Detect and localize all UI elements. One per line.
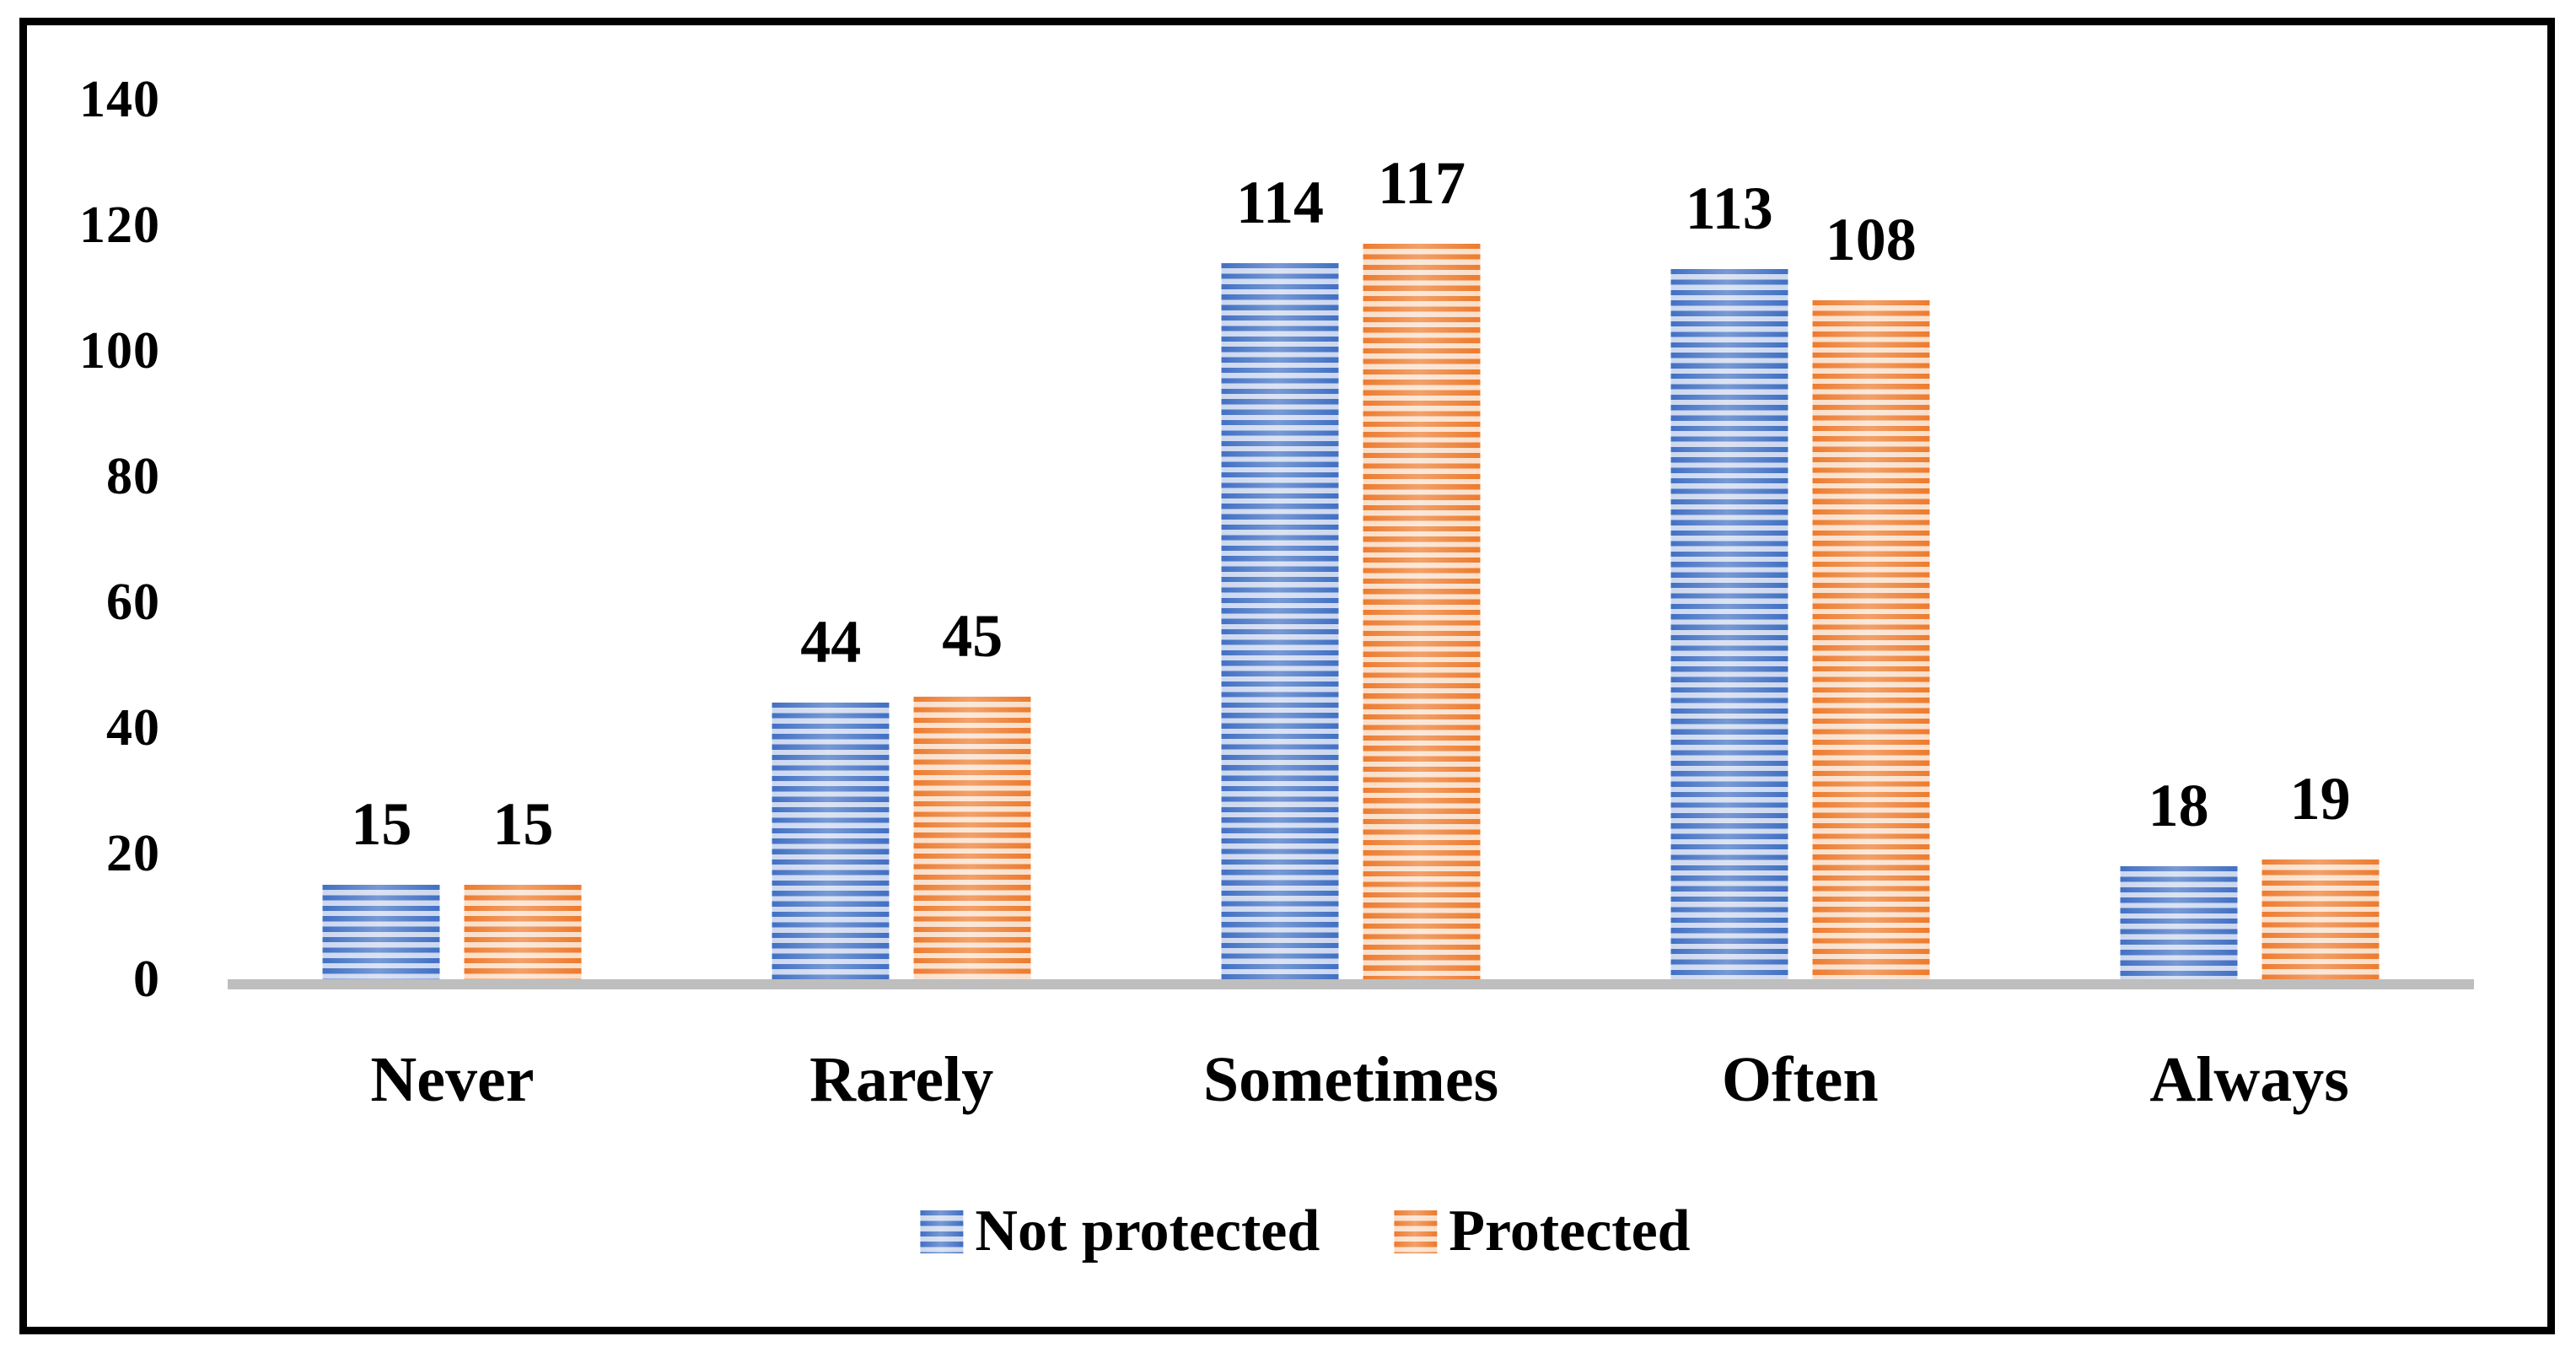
data-label: 114 — [1235, 169, 1324, 236]
category-label: Often — [1721, 1044, 1879, 1115]
category-band: 44 45 — [677, 0, 1127, 979]
legend-item: Protected — [1394, 1199, 1691, 1263]
data-label: 19 — [2289, 765, 2351, 832]
category-band: 18 19 — [2025, 0, 2474, 979]
legend: Not protected Protected — [920, 1199, 1691, 1263]
y-tick-label: 120 — [79, 197, 160, 254]
x-axis-line — [228, 979, 2474, 989]
bar-protected: 45 — [913, 604, 1031, 979]
category-band: 114 117 — [1127, 0, 1576, 979]
data-label: 117 — [1377, 149, 1465, 217]
data-label: 113 — [1685, 175, 1773, 242]
category-label: Sometimes — [1202, 1044, 1499, 1115]
y-tick-label: 140 — [79, 71, 160, 128]
legend-swatch-protected — [1394, 1210, 1438, 1253]
bar-not-protected: 18 — [2120, 773, 2238, 979]
category-band: 113 108 — [1575, 0, 2025, 979]
bar-not-protected: 114 — [1221, 170, 1339, 979]
bar-pair: 114 117 — [1221, 151, 1481, 979]
x-axis: Never Rarely Sometimes Often Always — [228, 1043, 2474, 1116]
bar-not-protected: 113 — [1670, 176, 1788, 979]
bar-pair: 15 15 — [322, 792, 582, 979]
y-tick-label: 40 — [106, 699, 160, 757]
y-axis: 140 120 100 80 60 40 20 0 — [0, 0, 160, 1347]
bar-not-protected: 15 — [322, 792, 440, 979]
bar-protected: 19 — [2261, 767, 2380, 979]
bar-protected: 15 — [464, 792, 582, 979]
bar-pair: 113 108 — [1670, 176, 1930, 979]
category-label: Never — [370, 1044, 535, 1115]
y-tick-label: 20 — [106, 825, 160, 882]
bar-protected: 108 — [1812, 207, 1930, 979]
y-tick-label: 80 — [106, 448, 160, 505]
category-label: Rarely — [809, 1044, 994, 1115]
bar-pair: 18 19 — [2120, 767, 2380, 979]
category-band: 15 15 — [228, 0, 677, 979]
data-label: 18 — [2148, 772, 2209, 839]
y-tick-label: 100 — [79, 322, 160, 380]
data-label: 44 — [800, 608, 862, 676]
data-label: 108 — [1825, 206, 1917, 273]
legend-label: Protected — [1449, 1199, 1691, 1263]
legend-item: Not protected — [920, 1201, 1320, 1262]
y-tick-label: 60 — [106, 574, 160, 631]
category-label: Always — [2149, 1044, 2349, 1115]
bar-protected: 117 — [1363, 151, 1481, 979]
legend-label: Not protected — [975, 1199, 1320, 1263]
bar-pair: 44 45 — [772, 604, 1031, 979]
plot-area: 15 15 44 45 114 117 113 108 18 19 — [228, 0, 2474, 979]
legend-swatch-not-protected — [920, 1210, 964, 1253]
bar-not-protected: 44 — [772, 610, 890, 979]
y-tick-label: 0 — [133, 951, 160, 1008]
data-label: 15 — [351, 790, 412, 858]
data-label: 15 — [492, 790, 554, 858]
data-label: 45 — [942, 602, 1003, 670]
